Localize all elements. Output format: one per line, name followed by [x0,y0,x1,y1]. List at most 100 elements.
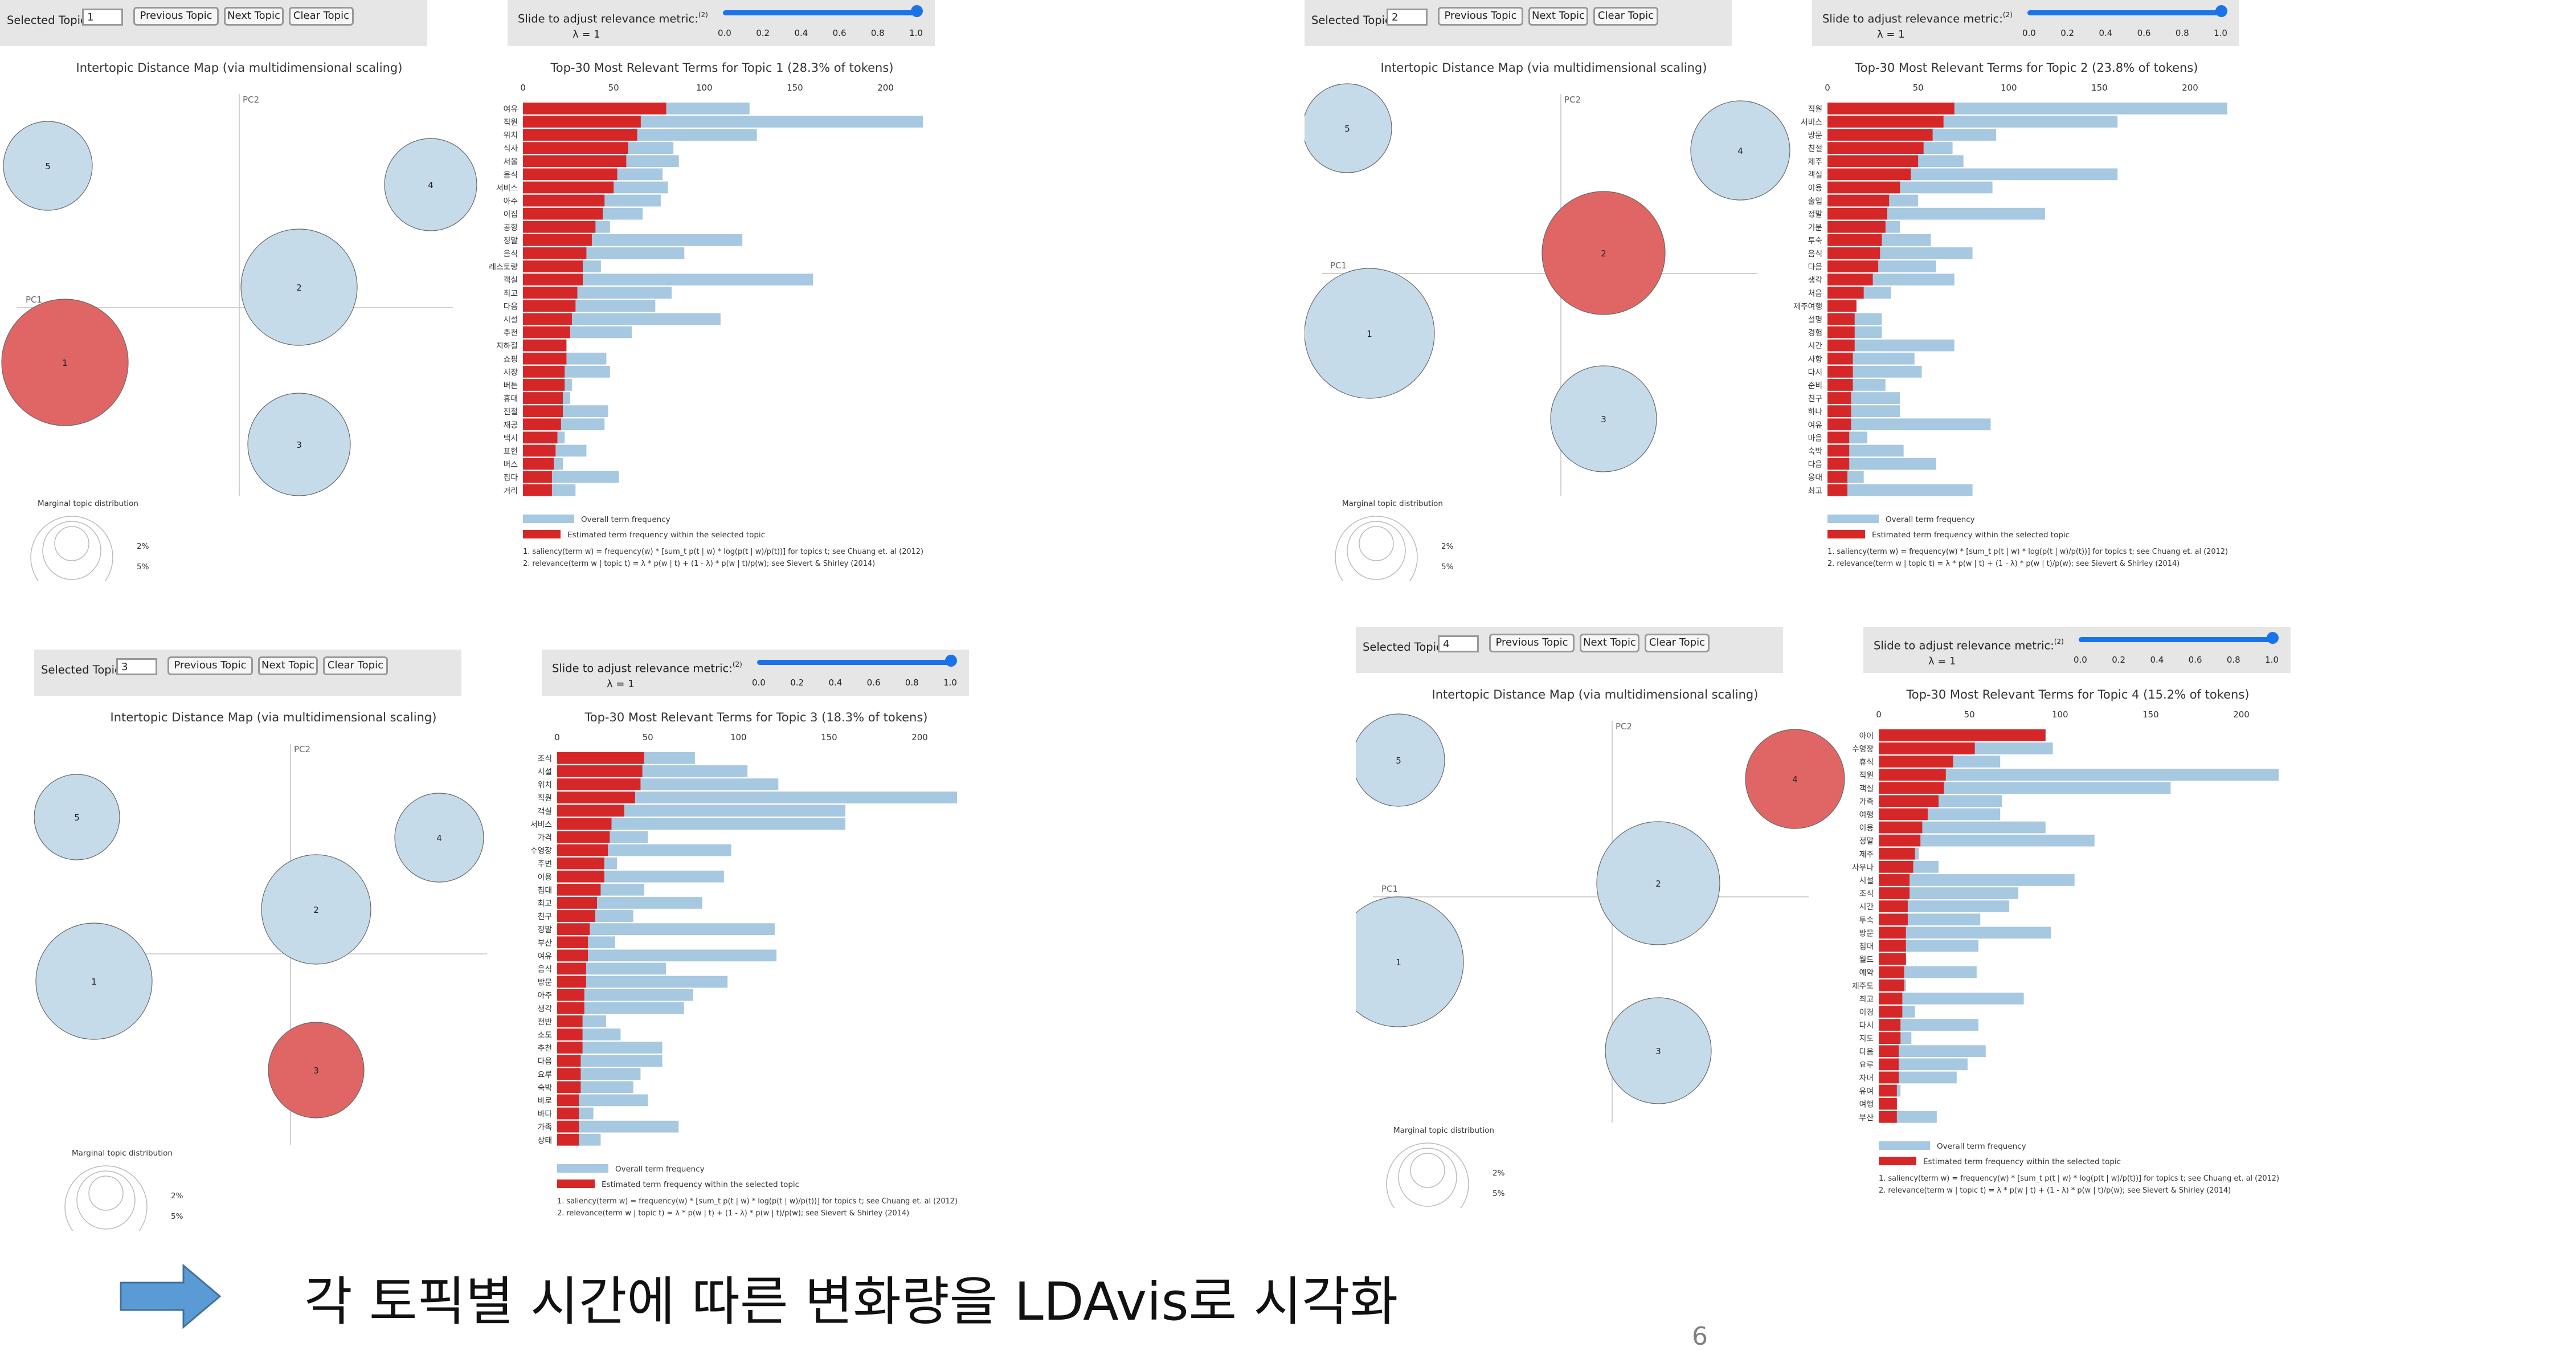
lambda-slider-track[interactable] [2079,637,2272,642]
topic-bubble-5[interactable] [1305,83,1392,173]
estimated-frequency-bar[interactable] [557,791,635,803]
estimated-frequency-bar[interactable] [1879,993,1903,1005]
term-label[interactable]: 재공 [504,421,518,430]
term-label[interactable]: 버스 [504,460,518,470]
term-label[interactable]: 버튼 [504,381,518,390]
estimated-frequency-bar[interactable] [523,221,596,233]
term-label[interactable]: 음식 [504,170,518,179]
estimated-frequency-bar[interactable] [523,366,565,378]
term-label[interactable]: 사항 [1808,355,1823,364]
term-label[interactable]: 침대 [1859,942,1874,952]
estimated-frequency-bar[interactable] [557,1107,579,1120]
estimated-frequency-bar[interactable] [557,765,643,777]
term-label[interactable]: 가격 [538,834,552,843]
estimated-frequency-bar[interactable] [557,1068,581,1080]
overall-frequency-bar[interactable] [1879,1058,1968,1071]
estimated-frequency-bar[interactable] [557,870,604,883]
estimated-frequency-bar[interactable] [1879,1032,1901,1044]
overall-frequency-bar[interactable] [557,1094,648,1107]
term-label[interactable]: 요루 [538,1070,552,1079]
estimated-frequency-bar[interactable] [1879,966,1904,978]
term-label[interactable]: 최고 [504,289,518,298]
estimated-frequency-bar[interactable] [1827,260,1879,272]
estimated-frequency-bar[interactable] [557,1094,579,1107]
estimated-frequency-bar[interactable] [1879,1111,1897,1123]
term-label[interactable]: 기분 [1808,223,1822,232]
term-label[interactable]: 바로 [538,1097,552,1106]
overall-frequency-bar[interactable] [1879,782,2171,794]
term-label[interactable]: 집다 [504,474,518,483]
topic-bubble-1[interactable] [35,923,153,1040]
estimated-frequency-bar[interactable] [1827,287,1864,299]
selected-topic-input[interactable]: 3 [116,658,157,675]
estimated-frequency-bar[interactable] [1879,821,1923,834]
term-label[interactable]: 이용 [538,873,552,882]
estimated-frequency-bar[interactable] [523,418,561,431]
estimated-frequency-bar[interactable] [1879,1058,1899,1071]
estimated-frequency-bar[interactable] [523,444,556,457]
estimated-frequency-bar[interactable] [557,1133,579,1146]
term-label[interactable]: 음식 [1808,250,1822,259]
estimated-frequency-bar[interactable] [1879,1045,1899,1058]
overall-frequency-bar[interactable] [1879,1019,1979,1031]
term-label[interactable]: 옹대 [1808,474,1822,483]
term-label[interactable]: 상태 [538,1136,552,1145]
term-label[interactable]: 제주 [1859,850,1874,859]
overall-frequency-bar[interactable] [557,818,846,830]
overall-frequency-bar[interactable] [1827,458,1936,470]
term-label[interactable]: 아이 [1859,732,1874,741]
estimated-frequency-bar[interactable] [1827,484,1848,496]
term-label[interactable]: 사우나 [1852,863,1874,872]
overall-frequency-bar[interactable] [557,949,777,962]
topic-bubble-3[interactable] [1550,365,1657,472]
term-label[interactable]: 출입 [1808,197,1822,206]
term-label[interactable]: 소도 [538,1031,552,1040]
estimated-frequency-bar[interactable] [1879,927,1906,939]
estimated-frequency-bar[interactable] [1879,729,2046,741]
term-label[interactable]: 서울 [504,157,518,166]
estimated-frequency-bar[interactable] [1827,142,1924,154]
estimated-frequency-bar[interactable] [523,392,563,404]
overall-frequency-bar[interactable] [523,274,813,285]
term-label[interactable]: 거리 [504,487,518,496]
term-label[interactable]: 위치 [504,131,518,140]
term-label[interactable]: 요루 [1859,1060,1874,1070]
topic-bubble-1[interactable] [1305,268,1435,399]
term-label[interactable]: 생각 [538,1005,553,1014]
overall-frequency-bar[interactable] [1879,927,2051,939]
estimated-frequency-bar[interactable] [557,1015,583,1027]
estimated-frequency-bar[interactable] [1827,247,1880,259]
estimated-frequency-bar[interactable] [523,287,578,299]
estimated-frequency-bar[interactable] [557,1120,579,1133]
term-label[interactable]: 지도 [1859,1034,1874,1043]
estimated-frequency-bar[interactable] [1827,379,1853,391]
topic-bubble-4[interactable] [394,793,484,883]
term-label[interactable]: 투숙 [1808,236,1822,246]
estimated-frequency-bar[interactable] [1879,1019,1901,1031]
estimated-frequency-bar[interactable] [1827,418,1851,431]
term-label[interactable]: 친구 [1808,394,1822,403]
estimated-frequency-bar[interactable] [523,274,583,285]
term-label[interactable]: 여유 [1808,421,1822,430]
estimated-frequency-bar[interactable] [557,962,586,975]
topic-bubble-3[interactable] [268,1022,365,1119]
estimated-frequency-bar[interactable] [557,818,612,830]
term-label[interactable]: 택시 [504,434,518,443]
term-label[interactable]: 친절 [1808,144,1822,153]
overall-frequency-bar[interactable] [1827,418,1991,431]
term-label[interactable]: 공항 [504,223,518,232]
estimated-frequency-bar[interactable] [1879,834,1921,847]
estimated-frequency-bar[interactable] [523,431,558,444]
term-label[interactable]: 쇼핑 [504,355,518,364]
estimated-frequency-bar[interactable] [523,194,605,207]
estimated-frequency-bar[interactable] [557,1029,583,1040]
estimated-frequency-bar[interactable] [523,313,572,325]
prev-topic-button[interactable]: Previous Topic [1489,634,1575,652]
term-label[interactable]: 여행 [1859,811,1874,820]
estimated-frequency-bar[interactable] [557,949,588,962]
overall-frequency-bar[interactable] [1879,887,2019,899]
term-label[interactable]: 추천 [538,1044,552,1053]
estimated-frequency-bar[interactable] [523,326,570,338]
term-label[interactable]: 처음 [1808,289,1822,298]
term-label[interactable]: 시설 [504,316,518,325]
